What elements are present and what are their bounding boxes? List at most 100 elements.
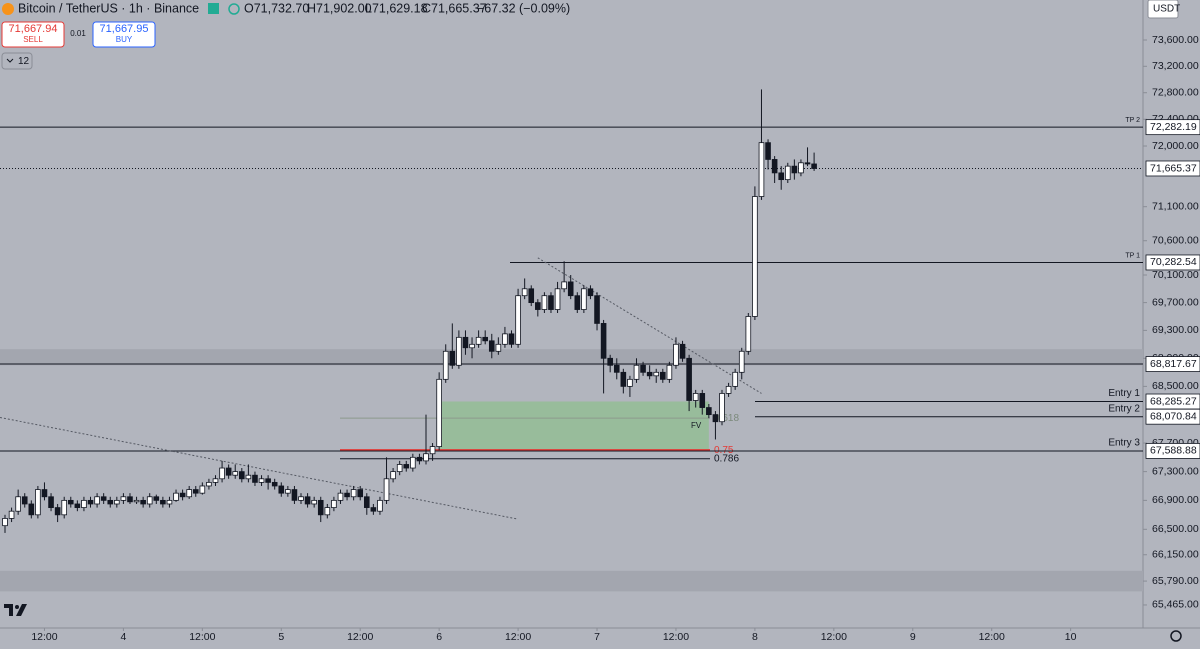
candle-body xyxy=(567,281,574,297)
candle-body xyxy=(706,407,712,416)
indicators-count: 12 xyxy=(18,56,30,67)
y-tick-label: 71,100.00 xyxy=(1152,200,1199,212)
candle-body xyxy=(811,163,817,169)
settings-icon[interactable] xyxy=(1170,630,1182,642)
candle-body xyxy=(344,492,350,498)
x-tick-label: 5 xyxy=(278,631,284,643)
last-price-label: 71,665.37 xyxy=(1150,162,1197,174)
candle-body xyxy=(666,364,673,380)
candle-body xyxy=(2,518,8,527)
candle-body xyxy=(758,142,765,197)
candle-body xyxy=(127,496,133,503)
candle-body xyxy=(390,471,396,480)
candle-body xyxy=(87,499,94,505)
candle-body xyxy=(798,162,804,174)
fib-label: 0.786 xyxy=(714,453,739,464)
candle-body xyxy=(363,496,370,508)
logo-shape xyxy=(4,604,27,616)
candle-body xyxy=(594,295,600,324)
candle-body xyxy=(627,378,633,387)
candle-body xyxy=(475,336,482,345)
y-tick-label: 69,300.00 xyxy=(1152,324,1199,336)
candle-body xyxy=(370,507,377,512)
candle-body xyxy=(304,496,311,505)
candle-body xyxy=(725,385,732,394)
candle-body xyxy=(100,496,107,501)
candle-body xyxy=(199,485,206,494)
y-tick-label: 65,790.00 xyxy=(1152,575,1199,587)
candle-body xyxy=(357,489,364,498)
x-tick-label: 12:00 xyxy=(979,631,1005,643)
x-tick-label: 8 xyxy=(752,631,758,643)
candle-body xyxy=(712,414,719,423)
y-tick-label: 68,500.00 xyxy=(1152,380,1199,392)
y-tick-label: 73,200.00 xyxy=(1152,60,1199,72)
candle-body xyxy=(120,496,127,501)
candle-body xyxy=(508,333,515,345)
candle-body xyxy=(745,316,752,352)
candle-body xyxy=(291,489,298,501)
buy-button[interactable] xyxy=(92,21,156,48)
x-tick-label: 12:00 xyxy=(347,631,373,643)
tv-logo xyxy=(4,604,27,616)
x-tick-label: 10 xyxy=(1065,631,1077,643)
candle-body xyxy=(771,159,778,174)
x-tick-label: 6 xyxy=(436,631,442,643)
y-tick-label: 73,600.00 xyxy=(1152,34,1199,46)
currency: USDT xyxy=(1153,4,1180,15)
y-tick-label: 70,100.00 xyxy=(1152,269,1199,281)
sell-button[interactable] xyxy=(1,21,65,48)
level-price-label: 72,282.19 xyxy=(1150,121,1197,133)
candle-body xyxy=(423,453,429,462)
symbol: Bitcoin / TetherUS · 1h · Binance xyxy=(18,1,199,15)
candle-body xyxy=(8,510,15,519)
y-tick-label: 66,150.00 xyxy=(1152,549,1199,561)
candle-body xyxy=(48,496,54,508)
candle-body xyxy=(469,343,475,349)
level-price-label: 68,817.67 xyxy=(1150,358,1197,370)
candle-body xyxy=(442,350,449,380)
candle-body xyxy=(541,295,548,310)
candle-body xyxy=(581,288,587,310)
level-price-box xyxy=(1145,254,1200,271)
currency-button[interactable] xyxy=(1147,0,1179,19)
buy-label: BUY xyxy=(116,35,133,44)
buy-price: 71,667.95 xyxy=(100,23,149,35)
candle-body xyxy=(738,350,745,373)
candle-body xyxy=(778,172,785,181)
candle-body xyxy=(278,485,285,494)
candle-body xyxy=(265,478,271,483)
candle-body xyxy=(396,464,403,473)
candle-body xyxy=(495,343,502,352)
candle-body xyxy=(633,364,640,380)
candle-body xyxy=(692,393,699,401)
candle-body xyxy=(660,371,666,380)
status-icon xyxy=(208,3,219,14)
candle-body xyxy=(94,496,100,505)
candle-body xyxy=(331,499,337,508)
level-name: Entry 1 xyxy=(1108,388,1140,399)
candle-body xyxy=(21,496,28,505)
fvg-zone xyxy=(439,401,709,451)
candle-body xyxy=(61,499,68,516)
y-tick-label: 66,500.00 xyxy=(1152,523,1199,535)
candle-body xyxy=(732,371,738,387)
indicators-toggle[interactable] xyxy=(1,52,33,70)
candle-body xyxy=(679,343,686,359)
candle-body xyxy=(416,456,423,462)
candle-body xyxy=(179,492,186,498)
candle-body xyxy=(140,499,146,505)
y-tick-label: 66,900.00 xyxy=(1152,494,1199,506)
logo-dot xyxy=(15,605,19,609)
candle-body xyxy=(765,142,771,160)
candle-body xyxy=(271,481,278,487)
candle-body xyxy=(613,364,620,373)
level-price-box xyxy=(1145,408,1200,425)
level-name: TP 2 xyxy=(1125,117,1140,124)
annotation: FV xyxy=(691,421,702,430)
candle-body xyxy=(350,489,357,498)
candle-body xyxy=(686,357,692,401)
level-name: TP 1 xyxy=(1125,252,1140,259)
last-price-box xyxy=(1145,160,1200,177)
candle-body xyxy=(784,165,791,181)
